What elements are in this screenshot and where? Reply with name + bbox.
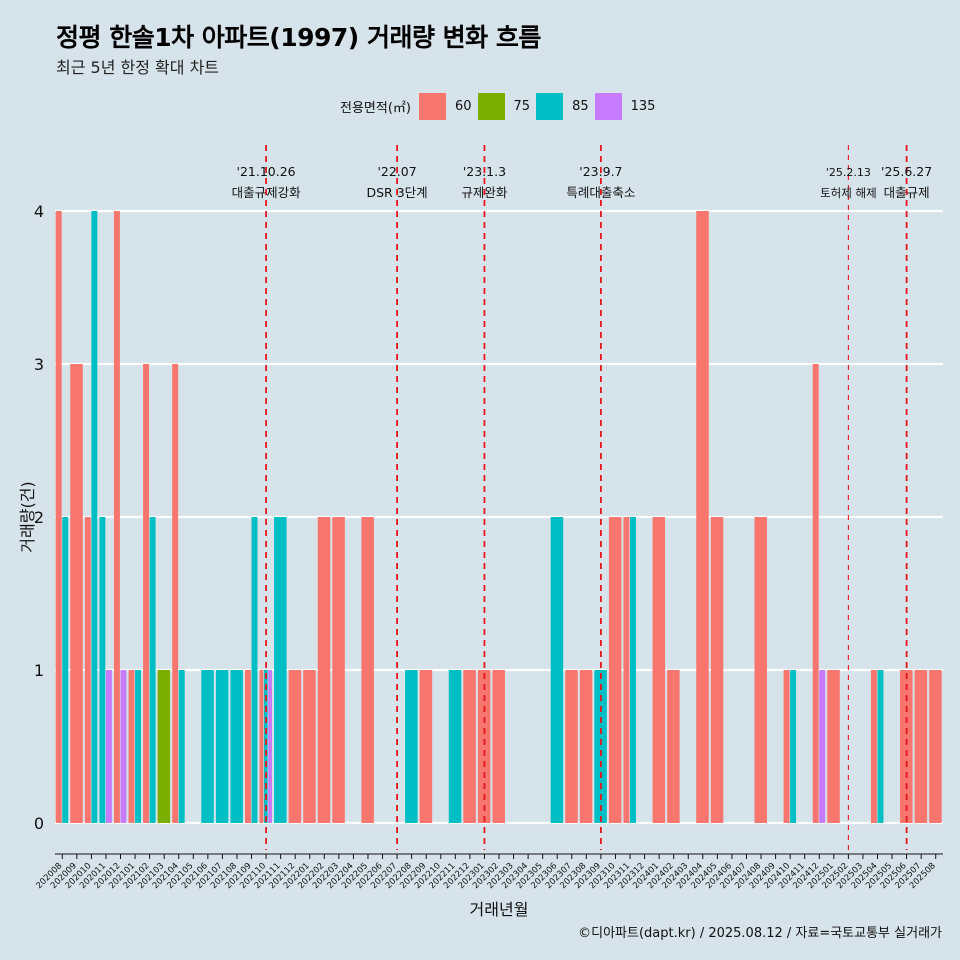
bar-202011-135 [105, 670, 112, 823]
legend-label-85: 85 [572, 99, 589, 114]
bar-202104-60 [172, 364, 179, 823]
bar-202209-60 [419, 670, 433, 823]
bar-202410-60 [783, 670, 790, 823]
bar-202306-85 [550, 517, 564, 823]
bar-202504-85 [877, 670, 884, 823]
legend-swatch-85 [536, 93, 564, 120]
event-label-202207: DSR 3단계 [367, 185, 428, 200]
bar-202308-60 [579, 670, 593, 823]
bar-202404-60 [696, 211, 709, 823]
bar-202012-135 [120, 670, 127, 823]
bar-202501-60 [827, 670, 840, 823]
event-label-202309: 특례대출축소 [566, 185, 635, 200]
legend-label-135: 135 [630, 99, 656, 114]
chart-subtitle: 최근 5년 한정 확대 차트 [56, 58, 220, 77]
bar-202101-85 [135, 670, 142, 823]
bar-202009-60 [70, 364, 83, 823]
bar-202110-60 [259, 670, 264, 823]
legend-swatch-60 [418, 93, 446, 120]
legend-item-135: 135 [594, 93, 656, 120]
bar-202107-85 [215, 670, 229, 823]
event-date-202502: '25.2.13 [826, 166, 871, 179]
bar-202205-60 [361, 517, 374, 823]
bar-202111-85 [274, 517, 287, 823]
event-date-202301: '23.1.3 [463, 164, 506, 179]
bar-202109-60 [244, 670, 251, 823]
event-date-202110: '21.10.26 [237, 164, 296, 179]
y-axis-title: 거래량(건) [18, 481, 37, 552]
legend-label-60: 60 [454, 99, 472, 114]
bar-202110-135 [268, 670, 273, 823]
bar-202311-60 [623, 517, 630, 823]
bar-202101-60 [128, 670, 135, 823]
y-tick-label-2: 2 [34, 508, 44, 527]
bar-202102-60 [143, 364, 150, 823]
bar-202408-60 [754, 517, 767, 823]
bar-202201-60 [303, 670, 316, 823]
x-axis-title: 거래년월 [470, 900, 529, 919]
bar-202212-60 [463, 670, 476, 823]
event-label-202110: 대출규제강화 [232, 185, 302, 200]
bar-202109-85 [251, 517, 258, 823]
bar-202504-60 [870, 670, 877, 823]
legend: 전용면적(㎡) 60 75 85 135 [340, 93, 661, 120]
bar-202311-85 [630, 517, 636, 823]
bar-202103-75 [157, 670, 171, 823]
bar-202412-60 [812, 364, 819, 823]
bar-202012-60 [113, 211, 120, 823]
bar-202208-85 [405, 670, 418, 823]
legend-item-75: 75 [477, 93, 531, 120]
bar-202010-85 [91, 211, 98, 823]
bar-202412-135 [819, 670, 826, 823]
bar-202410-85 [790, 670, 797, 823]
bar-202112-60 [288, 670, 302, 823]
bar-202506-60 [900, 670, 913, 823]
bar-202402-60 [667, 670, 680, 823]
bar-202102-85 [149, 517, 156, 823]
bar-202301-60 [477, 670, 491, 823]
bar-202008-85 [62, 517, 69, 823]
y-tick-label-4: 4 [34, 202, 44, 221]
legend-title: 전용면적(㎡) [340, 101, 411, 116]
legend-swatch-135 [594, 93, 622, 120]
event-date-202309: '23.9.7 [579, 164, 622, 179]
event-date-202207: '22.07 [377, 164, 416, 179]
bar-202106-85 [201, 670, 214, 823]
event-label-202502: 토허제 해제 [820, 186, 877, 200]
bar-202508-60 [929, 670, 942, 823]
y-tick-label-3: 3 [34, 355, 44, 374]
bar-202202-60 [317, 517, 331, 823]
legend-label-75: 75 [513, 99, 531, 114]
bar-202203-60 [332, 517, 345, 823]
bar-202302-60 [492, 670, 505, 823]
legend-item-85: 85 [536, 93, 589, 120]
y-tick-label-0: 0 [34, 814, 44, 833]
event-date-202506: '25.6.27 [881, 164, 932, 179]
bar-202008-60 [55, 211, 62, 823]
bar-202011-85 [99, 517, 106, 823]
bar-202110-85 [263, 670, 268, 823]
bar-202307-60 [565, 670, 578, 823]
y-tick-label-1: 1 [34, 661, 44, 680]
event-label-202506: 대출규제 [884, 185, 930, 200]
legend-swatch-75 [477, 93, 505, 120]
source-caption: ©디아파트(dapt.kr) / 2025.08.12 / 자료=국토교통부 실… [578, 926, 942, 941]
bar-202211-85 [448, 670, 462, 823]
bar-202104-85 [178, 670, 185, 823]
bar-202401-60 [652, 517, 666, 823]
legend-item-60: 60 [418, 93, 472, 120]
bar-202309-85 [594, 670, 607, 823]
event-label-202301: 규제완화 [461, 185, 508, 200]
chart-title: 정평 한솔1차 아파트(1997) 거래량 변화 흐름 [56, 23, 541, 52]
bar-202108-85 [230, 670, 243, 823]
bar-202010-60 [84, 517, 91, 823]
bar-202405-60 [710, 517, 724, 823]
bar-202310-60 [608, 517, 622, 823]
bar-202507-60 [914, 670, 928, 823]
